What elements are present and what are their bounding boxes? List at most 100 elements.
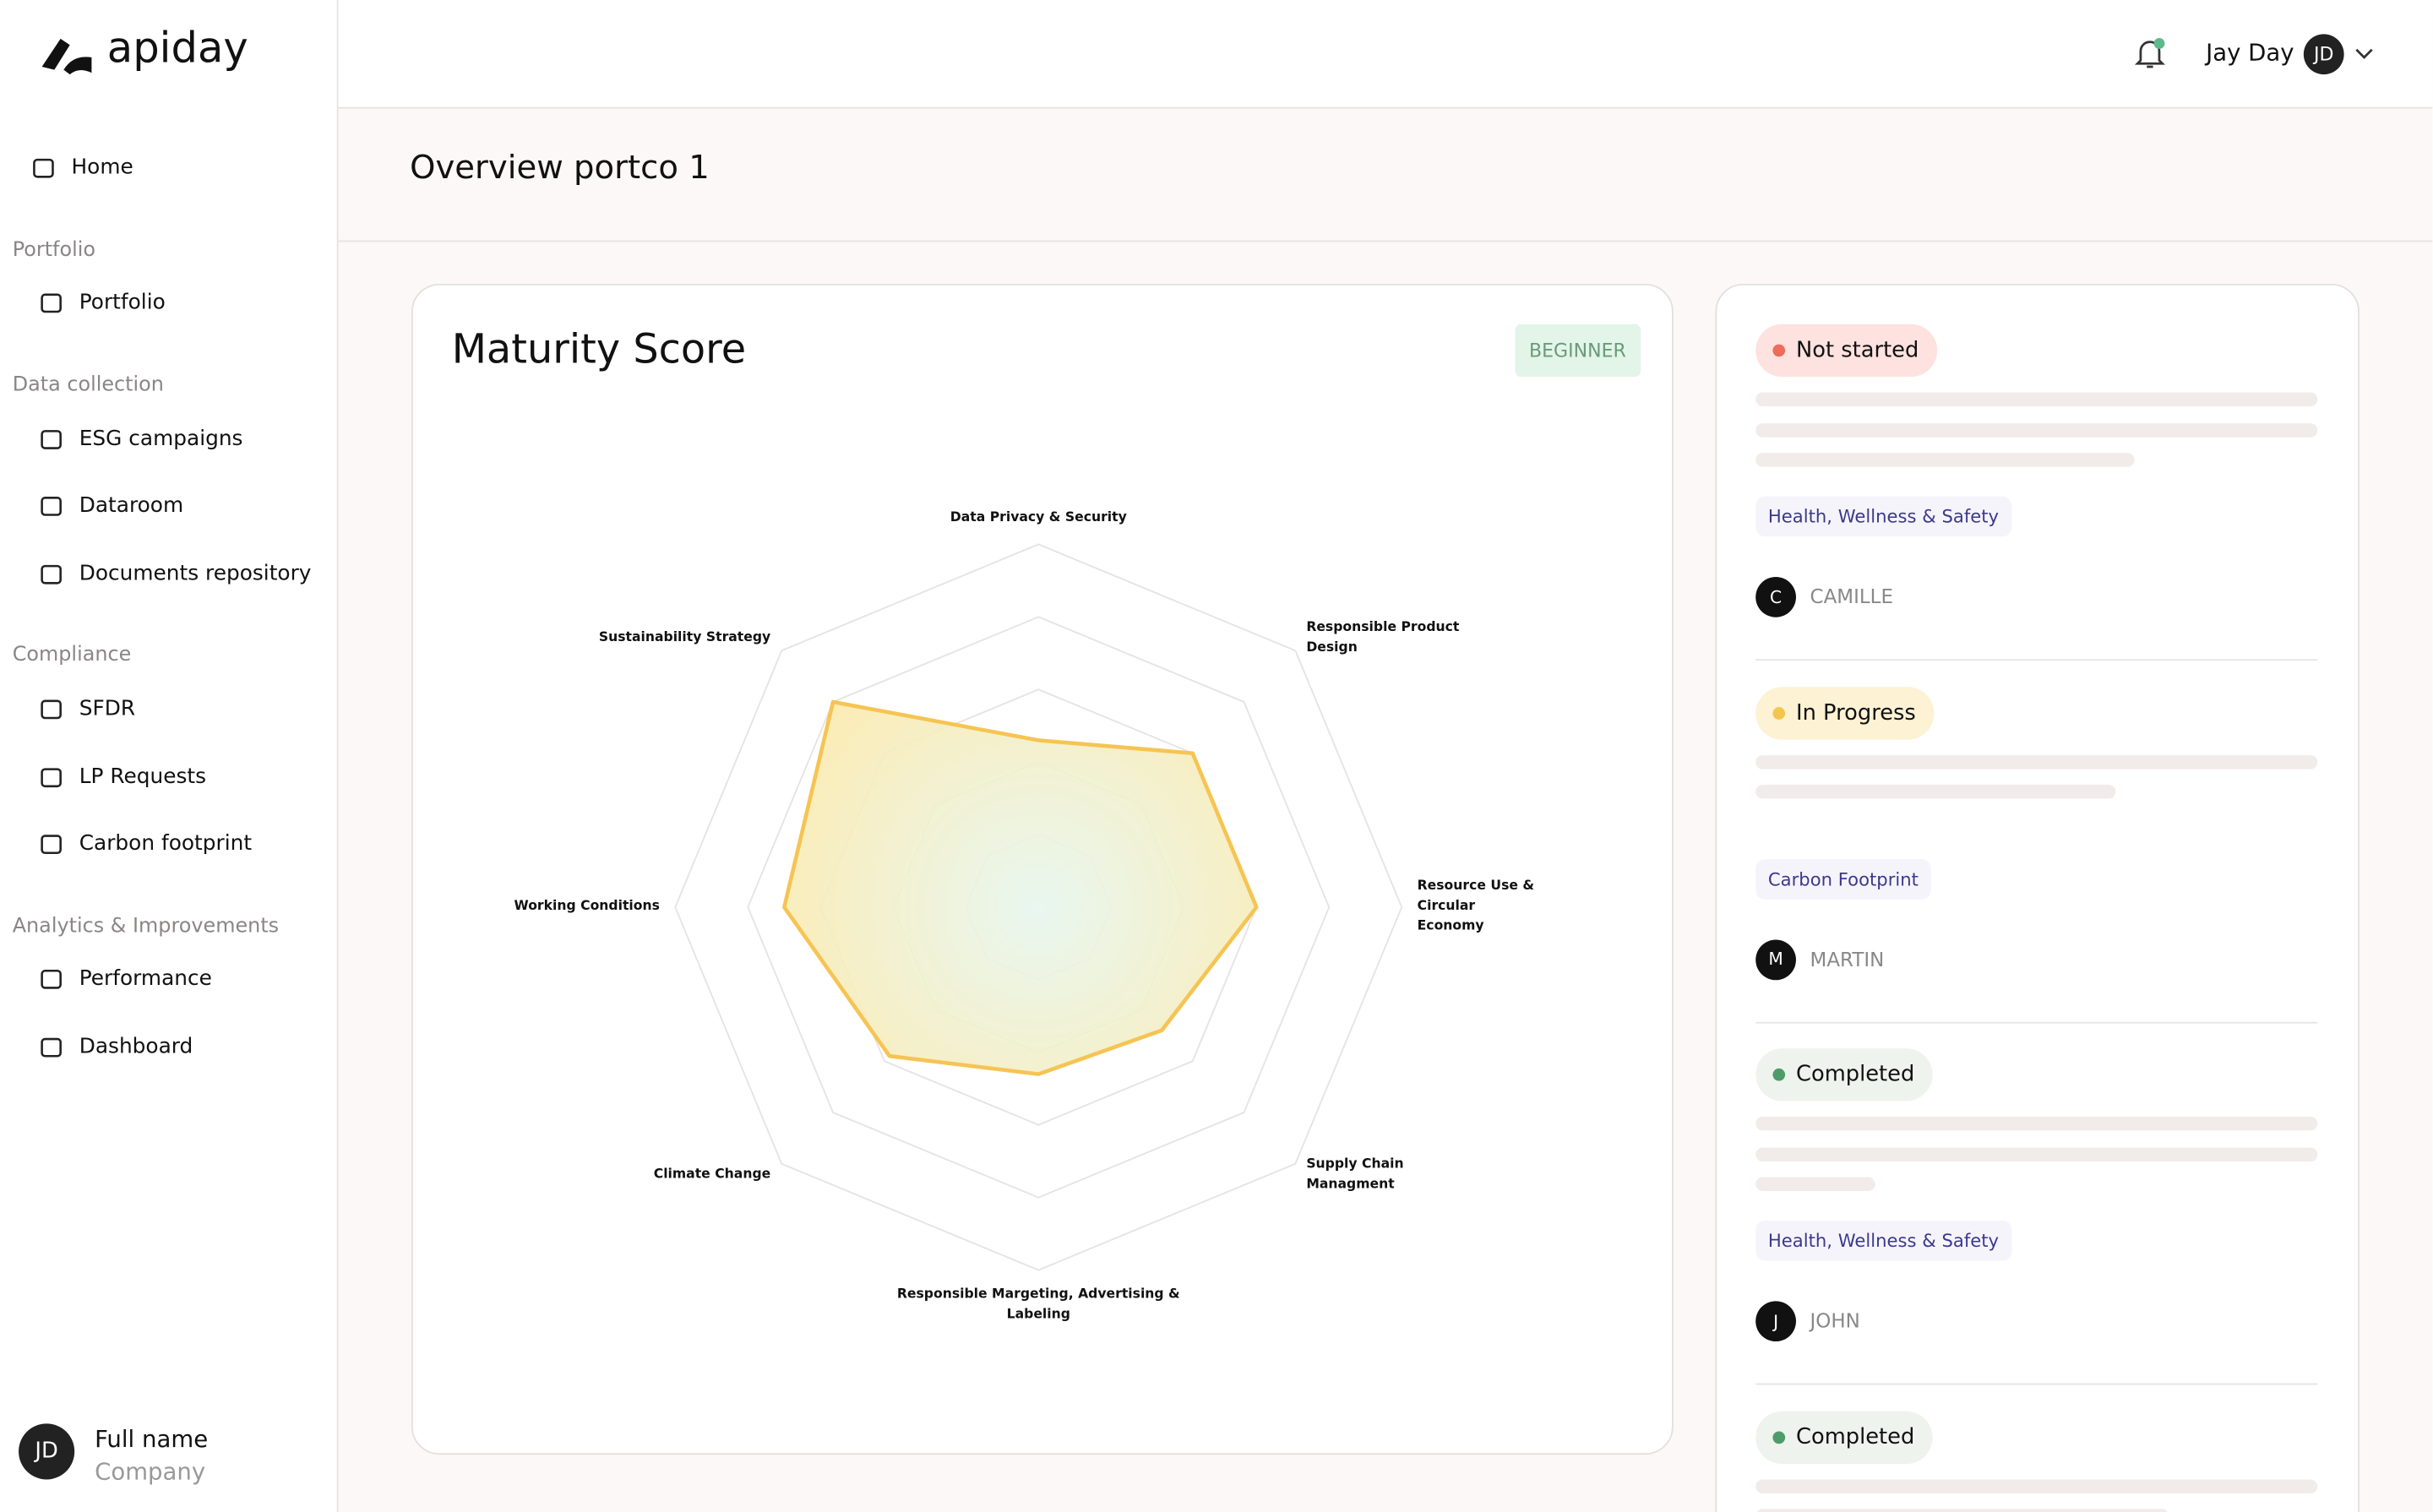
status-dot [1772,344,1786,357]
nav-icon [41,497,62,516]
nav-label: Carbon footprint [79,831,253,857]
status-dot [1772,1430,1786,1444]
axis-label: Responsible Product Design [1306,621,1460,657]
skeleton-line [1755,1478,2318,1493]
user-name[interactable]: Jay Day [2206,38,2294,67]
topbar: Jay Day JD [338,0,2433,109]
page-title: Overview portco 1 [410,149,710,187]
status-pill: In Progress [1755,686,1935,739]
logo-icon [41,38,92,75]
skeleton-line [1755,784,2116,799]
nav-item[interactable]: Dashboard [39,1035,193,1059]
nav-icon [41,293,62,313]
nav-item[interactable]: Performance [39,966,212,991]
nav-section: Portfolio [12,238,95,263]
divider [1755,1020,2318,1023]
nav-item[interactable]: SFDR [39,696,135,721]
nav-label: Performance [79,965,212,992]
icon-shape [41,768,62,788]
radar-area [782,699,1259,1076]
nav-label: LP Requests [79,764,207,790]
nav-section: Analytics & Improvements [12,915,280,938]
nav-item[interactable]: Carbon footprint [39,831,252,856]
bell[interactable] [2133,37,2167,71]
title-band: Overview portco 1 [338,109,2433,242]
status-pill: Completed [1755,1048,1934,1101]
nav-label: Home [71,155,133,180]
icon-shape [41,293,62,313]
nav-icon [41,1037,62,1058]
tag: Health, Wellness & Safety [1755,1220,2011,1261]
status-label: Completed [1795,1062,1915,1087]
icon-shape [33,158,54,178]
nav-item[interactable]: ESG campaigns [39,426,243,452]
nav-label: Portfolio [79,290,166,315]
icon-shape [41,699,62,720]
grid-ring [747,616,1331,1199]
axis-label: Climate Change [653,1166,771,1183]
icon-shape [41,969,62,989]
owner-name: CAMILLE [1810,585,1893,608]
nav-item[interactable]: Dataroom [39,493,183,518]
user-avatar[interactable]: JD [2303,34,2344,75]
nav-label: Dashboard [79,1034,193,1059]
chart-title: Maturity Score [451,327,747,374]
icon-shape [41,564,62,585]
nav-item[interactable]: Portfolio [39,290,166,315]
owner-name: JOHN [1810,1308,1860,1333]
skeleton-line [1755,1177,1875,1191]
skeleton-line [1755,422,2318,437]
nav-icon [41,969,62,989]
nav-icon [41,430,62,449]
nav-icon [41,564,62,585]
chevron[interactable] [2354,43,2376,65]
icon-shape [41,430,62,449]
status-pill: Not started [1755,324,1938,378]
status-label: In Progress [1795,699,1916,726]
status-dot [1772,1068,1786,1081]
grid-ring [674,543,1403,1271]
status-label: Completed [1795,1424,1915,1449]
skeleton-line [1755,754,2318,769]
nav-label: SFDR [79,696,136,721]
status-label: Not started [1795,338,1919,363]
owner-name: MARTIN [1810,946,1885,971]
nav-icon [41,699,62,720]
owner-avatar: C [1755,576,1796,617]
owner-avatar: J [1755,1301,1796,1342]
nav-label: ESG campaigns [79,426,243,452]
status-dot [1772,706,1786,719]
nav-icon [33,158,54,178]
status-pill: Completed [1755,1410,1934,1464]
icon-shape [41,1037,62,1058]
nav-item[interactable]: Documents repository [39,561,312,586]
axis-label: Resource Use & Circular Economy [1417,878,1535,935]
avatar: JD [19,1423,75,1480]
skeleton-line [1755,1146,2318,1161]
axis-label: Working Conditions [514,898,660,915]
profile-name: Full name [95,1425,209,1454]
nav-item[interactable]: Home [31,155,133,180]
badge: BEGINNER [1515,324,1641,378]
nav-section: Data collection [12,373,164,397]
axis-label: Data Privacy & Security [950,510,1127,526]
owner-avatar: M [1755,938,1796,980]
nav-label: Documents repository [79,561,312,586]
nav-item[interactable]: LP Requests [39,764,206,789]
skeleton-line [1755,1116,2318,1131]
axis-label: Sustainability Strategy [598,631,771,647]
axis-label: Responsible Margeting, Advertising & Lab… [896,1286,1180,1324]
brand: apiday [106,24,248,73]
nav-label: Dataroom [79,492,184,519]
tag: Health, Wellness & Safety [1755,496,2011,537]
skeleton-line [1755,1509,2169,1512]
profile-company: Company [95,1457,206,1486]
tag: Carbon Footprint [1755,858,1931,899]
skeleton-line [1755,392,2318,407]
icon-shape [41,497,62,516]
axis-label: Supply Chain Managment [1306,1156,1404,1192]
nav-section: Compliance [12,643,132,667]
